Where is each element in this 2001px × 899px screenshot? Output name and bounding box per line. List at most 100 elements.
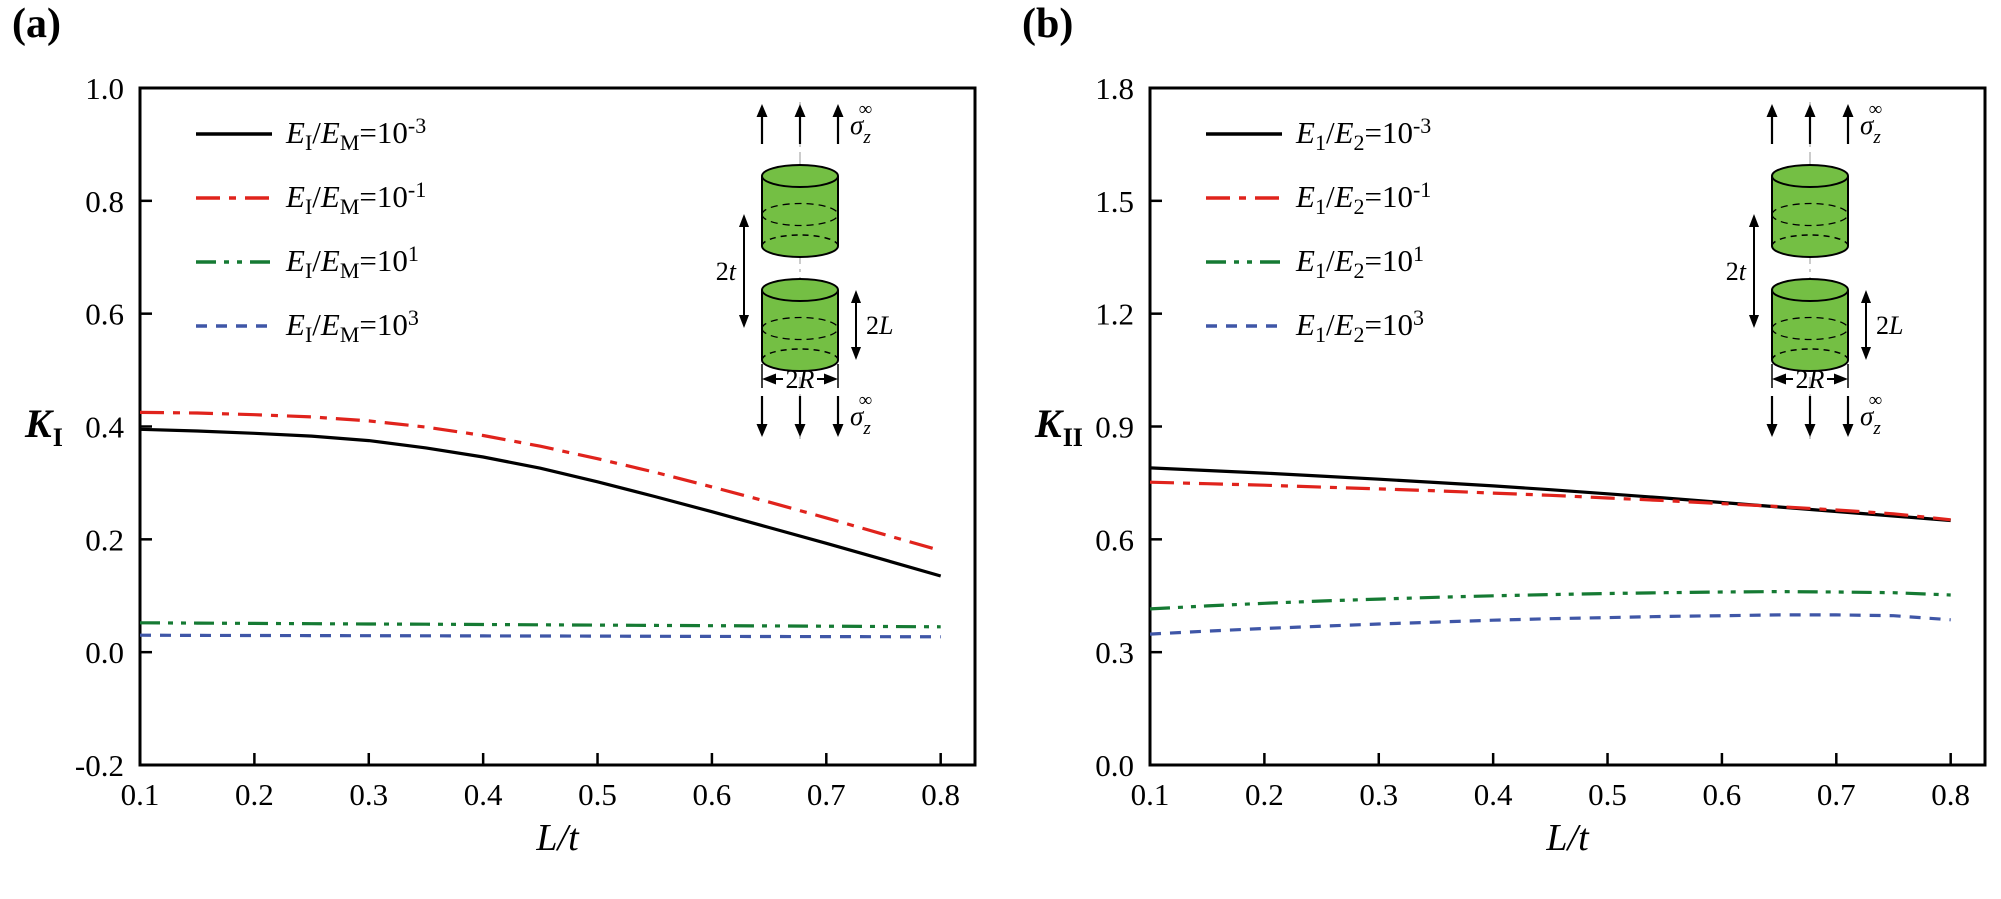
series-line-1	[1149, 480, 1951, 522]
legend-item-2: EI/EM=101	[196, 230, 426, 294]
cylinder-bottom-body	[1772, 290, 1848, 371]
ylabel-base: K	[1035, 401, 1062, 446]
panel-a-plot-area: 0.1 0.2 0.3 0.4 0.5 0.6 0.7 0.8 -0.2 0.0 0.2 0.4 0.6…	[75, 71, 977, 812]
panel-b: (b) KII 0.1 0.2 0.3 0.4 0.5 0.6 0.7 0.8 0.0 0.3 0.…	[1010, 0, 2001, 899]
cylinder-bottom-top-face	[761, 278, 839, 302]
x-tick-label: 0.3	[1359, 777, 1398, 812]
y-tick-label: 0.9	[1095, 410, 1134, 445]
x-tick-label: 0.4	[464, 777, 503, 812]
x-tick-label: 0.7	[1817, 777, 1856, 812]
legend-line-sample	[196, 324, 272, 328]
legend-label: EI/EM=101	[286, 240, 419, 283]
x-tick-label: 0.2	[235, 777, 274, 812]
panel-b-xlabel: L/t	[1150, 816, 1985, 860]
legend-line-sample	[196, 132, 272, 136]
panel-a-label: (a)	[12, 1, 61, 47]
x-tick-label: 0.7	[807, 777, 846, 812]
x-tick-label: 0.1	[1131, 777, 1170, 812]
y-tick-label: 1.2	[1095, 297, 1134, 332]
x-tick-label: 0.1	[121, 777, 160, 812]
y-tick-label: 1.5	[1095, 184, 1134, 219]
legend-item-0: E1/E2=10-3	[1206, 102, 1431, 166]
y-tick-label: 1.0	[85, 71, 124, 106]
legend-line-sample	[196, 260, 272, 264]
ylabel-sub: I	[52, 423, 63, 452]
stress-label-bottom: σz∞	[850, 390, 872, 439]
stress-label-top: σz∞	[1860, 99, 1882, 148]
panel-a-xlabel: L/t	[140, 816, 975, 860]
panel-a: (a) KI 0.1 0.2 0.3 0.4 0.5 0.6 0.7 0.8 -0.2 0.0 0.…	[0, 0, 1000, 899]
dim-2t-label: 2t	[1726, 257, 1747, 286]
x-tick-label: 0.4	[1474, 777, 1513, 812]
dim-2t-label: 2t	[716, 257, 737, 286]
dim-2L-label: 2L	[866, 311, 893, 340]
stress-label-bottom: σz∞	[1860, 390, 1882, 439]
cylinder-bottom-outline	[1771, 290, 1849, 372]
y-tick-label: 0.2	[85, 522, 124, 557]
y-tick-label: 0.6	[1095, 522, 1134, 557]
dim-2L-label: 2L	[1876, 311, 1903, 340]
legend-item-3: EI/EM=103	[196, 294, 426, 358]
legend-label: EI/EM=10-3	[286, 112, 427, 155]
x-tick-label: 0.5	[578, 777, 617, 812]
y-tick-label: -0.2	[75, 748, 124, 783]
cylinder-bottom-outline	[761, 290, 839, 372]
x-tick-label: 0.2	[1245, 777, 1284, 812]
cylinder-top-body	[1772, 176, 1848, 257]
cylinder-top-outline	[1771, 176, 1849, 258]
x-tick-label: 0.6	[693, 777, 732, 812]
x-tick-label: 0.3	[349, 777, 388, 812]
series-line-3	[1149, 613, 1951, 636]
dim-2R-label: 2R	[1796, 365, 1825, 394]
panel-a-ylabel: KI	[25, 400, 63, 453]
legend-item-1: E1/E2=10-1	[1206, 166, 1431, 230]
ylabel-sub: II	[1062, 423, 1083, 452]
panel-b-label: (b)	[1022, 1, 1074, 47]
y-tick-label: 0.0	[1095, 748, 1134, 783]
series-line-0	[139, 427, 942, 578]
series-line-0	[1149, 466, 1951, 523]
x-tick-label: 0.5	[1588, 777, 1627, 812]
dim-2R-label: 2R	[786, 365, 815, 394]
y-tick-label: 0.8	[85, 184, 124, 219]
series-line-2	[139, 621, 941, 629]
legend-line-sample	[1206, 196, 1282, 200]
panel-b-specimen-inset: σz∞ 2t 2L 2R σz∞	[1726, 99, 1903, 439]
cylinder-top-outline	[761, 176, 839, 258]
y-tick-label: 0.0	[85, 635, 124, 670]
legend-item-0: EI/EM=10-3	[196, 102, 426, 166]
legend-line-sample	[1206, 260, 1282, 264]
ylabel-base: K	[25, 401, 52, 446]
x-tick-label: 0.8	[921, 777, 960, 812]
cylinder-top-top-face	[1771, 164, 1849, 188]
xlabel-text: L/t	[536, 817, 579, 859]
cylinder-bottom-top-face	[1771, 278, 1849, 302]
legend-item-1: EI/EM=10-1	[196, 166, 426, 230]
stress-label-top: σz∞	[850, 99, 872, 148]
y-tick-label: 1.8	[1095, 71, 1134, 106]
legend-line-sample	[1206, 324, 1282, 328]
legend-item-3: E1/E2=103	[1206, 294, 1431, 358]
cylinder-top-top-face	[761, 164, 839, 188]
legend-label: EI/EM=10-1	[286, 176, 427, 219]
panel-a-legend: EI/EM=10-3 EI/EM=10-1 EI/EM=101 EI/EM=103	[196, 102, 426, 358]
legend-line-sample	[1206, 132, 1282, 136]
series-line-2	[1149, 589, 1951, 611]
panel-a-specimen-inset: σz∞ 2t 2L 2R σz∞	[716, 99, 893, 439]
legend-label: E1/E2=10-1	[1296, 176, 1432, 219]
cylinder-bottom-body	[762, 290, 838, 371]
y-tick-label: 0.6	[85, 297, 124, 332]
panel-b-plot-area: 0.1 0.2 0.3 0.4 0.5 0.6 0.7 0.8 0.0 0.3 0.6 0.9 1.2 1…	[1095, 71, 1987, 812]
legend-line-sample	[196, 196, 272, 200]
panel-b-ylabel: KII	[1035, 400, 1083, 453]
y-tick-label: 0.4	[85, 410, 124, 445]
legend-label: E1/E2=103	[1296, 304, 1424, 347]
legend-label: E1/E2=101	[1296, 240, 1424, 283]
x-tick-label: 0.8	[1931, 777, 1970, 812]
series-line-1	[139, 410, 942, 553]
x-tick-label: 0.6	[1703, 777, 1742, 812]
y-tick-label: 0.3	[1095, 635, 1134, 670]
panel-b-legend: E1/E2=10-3 E1/E2=10-1 E1/E2=101 E1/E2=103	[1206, 102, 1431, 358]
xlabel-text: L/t	[1546, 817, 1589, 859]
